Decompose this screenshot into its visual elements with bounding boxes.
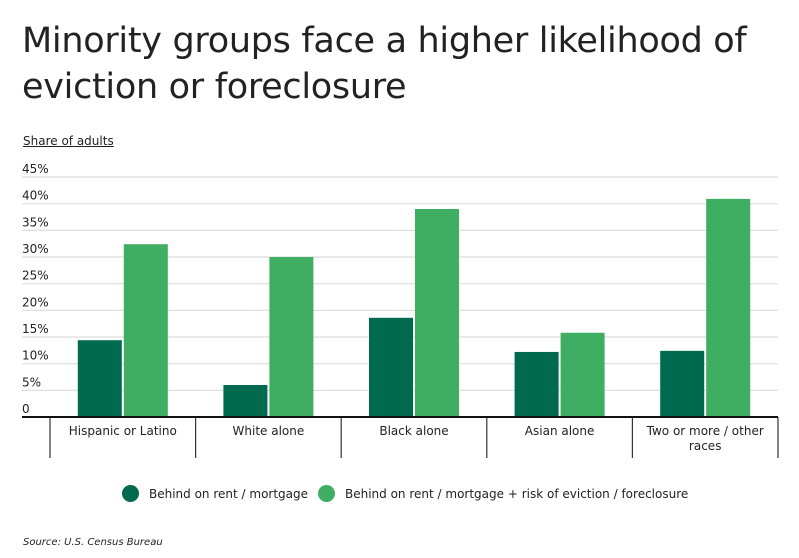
- legend-item-risk: Behind on rent / mortgage + risk of evic…: [318, 485, 688, 502]
- bar: [123, 244, 168, 417]
- bar: [223, 385, 268, 417]
- legend-item-behind: Behind on rent / mortgage: [122, 485, 308, 502]
- y-tick-label: 25%: [22, 269, 49, 283]
- legend-swatch: [122, 485, 139, 502]
- legend-swatch: [318, 485, 335, 502]
- x-tick-label: Two or more / other: [646, 424, 764, 438]
- y-axis-label: Share of adults: [23, 134, 114, 148]
- bar: [560, 332, 605, 417]
- bar: [369, 317, 413, 417]
- x-tick-label: races: [689, 439, 722, 453]
- source-note: Source: U.S. Census Bureau: [23, 537, 163, 548]
- y-tick-label: 20%: [22, 295, 49, 309]
- bar: [415, 209, 459, 417]
- bar: [706, 198, 751, 417]
- y-tick-label: 40%: [22, 189, 49, 203]
- y-tick-label: 45%: [22, 162, 49, 176]
- y-tick-label: 15%: [22, 322, 49, 336]
- y-tick-label: 0: [22, 402, 30, 416]
- x-tick-label: Asian alone: [525, 424, 595, 438]
- y-tick-label: 30%: [22, 242, 49, 256]
- y-tick-label: 10%: [22, 349, 49, 363]
- x-tick-label: White alone: [233, 424, 305, 438]
- y-tick-label: 5%: [22, 375, 41, 389]
- bar: [77, 340, 122, 417]
- chart-title: Minority groups face a higher likelihood…: [22, 21, 747, 107]
- bar: [660, 350, 705, 417]
- legend-label: Behind on rent / mortgage + risk of evic…: [345, 486, 689, 501]
- legend-label: Behind on rent / mortgage: [149, 486, 309, 501]
- bar-chart: 0 5% 10% 15% 20% 25% 30% 35% 40% 45% Hispanic or L…: [22, 162, 779, 458]
- bar: [514, 351, 559, 417]
- x-tick-label: Black alone: [379, 424, 448, 438]
- x-tick-label: Hispanic or Latino: [69, 424, 177, 438]
- bar: [269, 257, 314, 417]
- y-tick-label: 35%: [22, 215, 49, 229]
